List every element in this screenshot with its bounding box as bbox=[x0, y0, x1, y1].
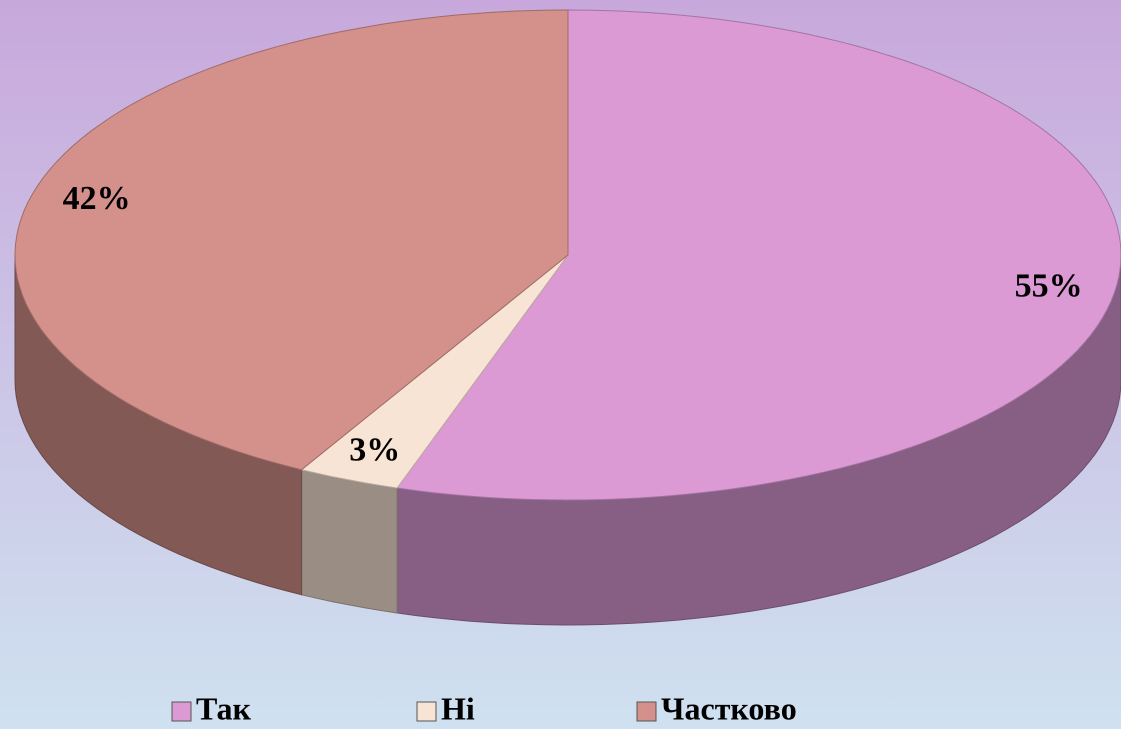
value-label: 42% bbox=[63, 180, 131, 217]
value-label: 3% bbox=[349, 432, 400, 469]
value-label: 55% bbox=[1015, 268, 1083, 305]
legend-swatch bbox=[636, 701, 657, 722]
pie-slice bbox=[300, 254, 569, 489]
legend-label: Так bbox=[196, 690, 252, 726]
legend-swatch bbox=[416, 701, 437, 722]
pie-slice bbox=[14, 9, 569, 471]
legend-swatch bbox=[171, 701, 192, 722]
pie-side bbox=[301, 469, 398, 614]
legend-label: Ні bbox=[441, 690, 475, 726]
legend-label: Частково bbox=[661, 690, 797, 726]
pie-slice bbox=[396, 9, 1121, 501]
